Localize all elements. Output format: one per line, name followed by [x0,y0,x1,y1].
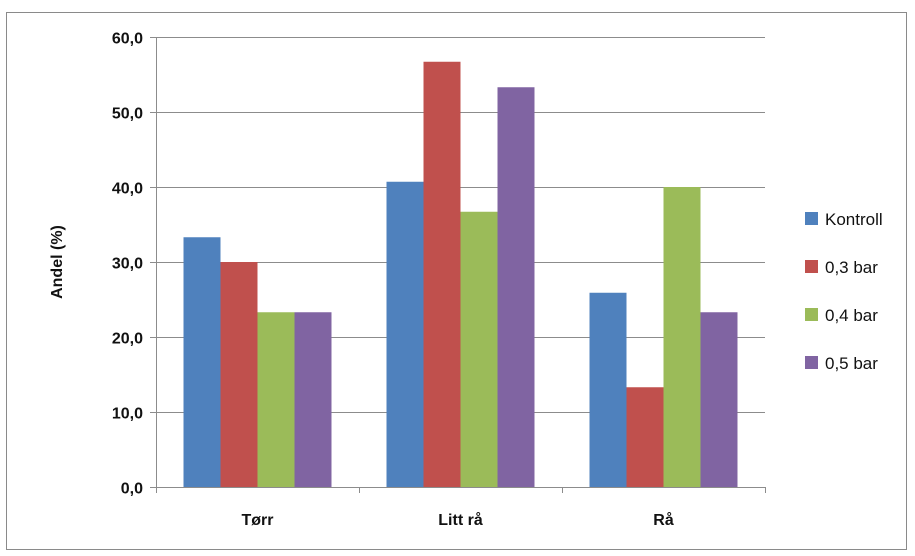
bar-0-3-bar-1 [220,262,258,487]
y-tick-label: 60,0 [112,31,143,48]
legend-label: 0,4 bar [825,306,878,325]
bar-kontroll-3 [589,292,627,487]
x-category-label: Tørr [242,512,274,529]
y-tick-label: 50,0 [112,106,143,123]
bar-0-3-bar-3 [626,387,664,487]
y-tick-label: 20,0 [112,331,143,348]
bar-kontroll-1 [183,237,221,487]
legend-swatch [805,356,818,369]
x-category-label: Rå [653,511,674,529]
y-tick-label: 10,0 [112,406,143,423]
bar-0-4-bar-2 [460,211,498,487]
bar-kontroll-2 [386,181,424,487]
bar-0-3-bar-2 [423,61,461,487]
legend-swatch [805,308,818,321]
legend-label: 0,5 bar [825,354,878,373]
bar-0-5-bar-2 [497,87,535,487]
legend-label: Kontroll [825,210,883,229]
x-category-label: Litt rå [438,511,483,529]
y-tick-label: 0,0 [121,481,143,498]
bar-0-5-bar-1 [294,312,332,487]
legend-label: 0,3 bar [825,258,878,277]
bar-0-4-bar-3 [663,187,701,487]
y-tick-label: 30,0 [112,256,143,273]
bar-0-4-bar-1 [257,312,295,487]
y-tick-label: 40,0 [112,181,143,198]
legend-swatch [805,212,818,225]
y-axis-title: Andel (%) [49,225,66,299]
bar-0-5-bar-3 [700,312,738,487]
legend-swatch [805,260,818,273]
